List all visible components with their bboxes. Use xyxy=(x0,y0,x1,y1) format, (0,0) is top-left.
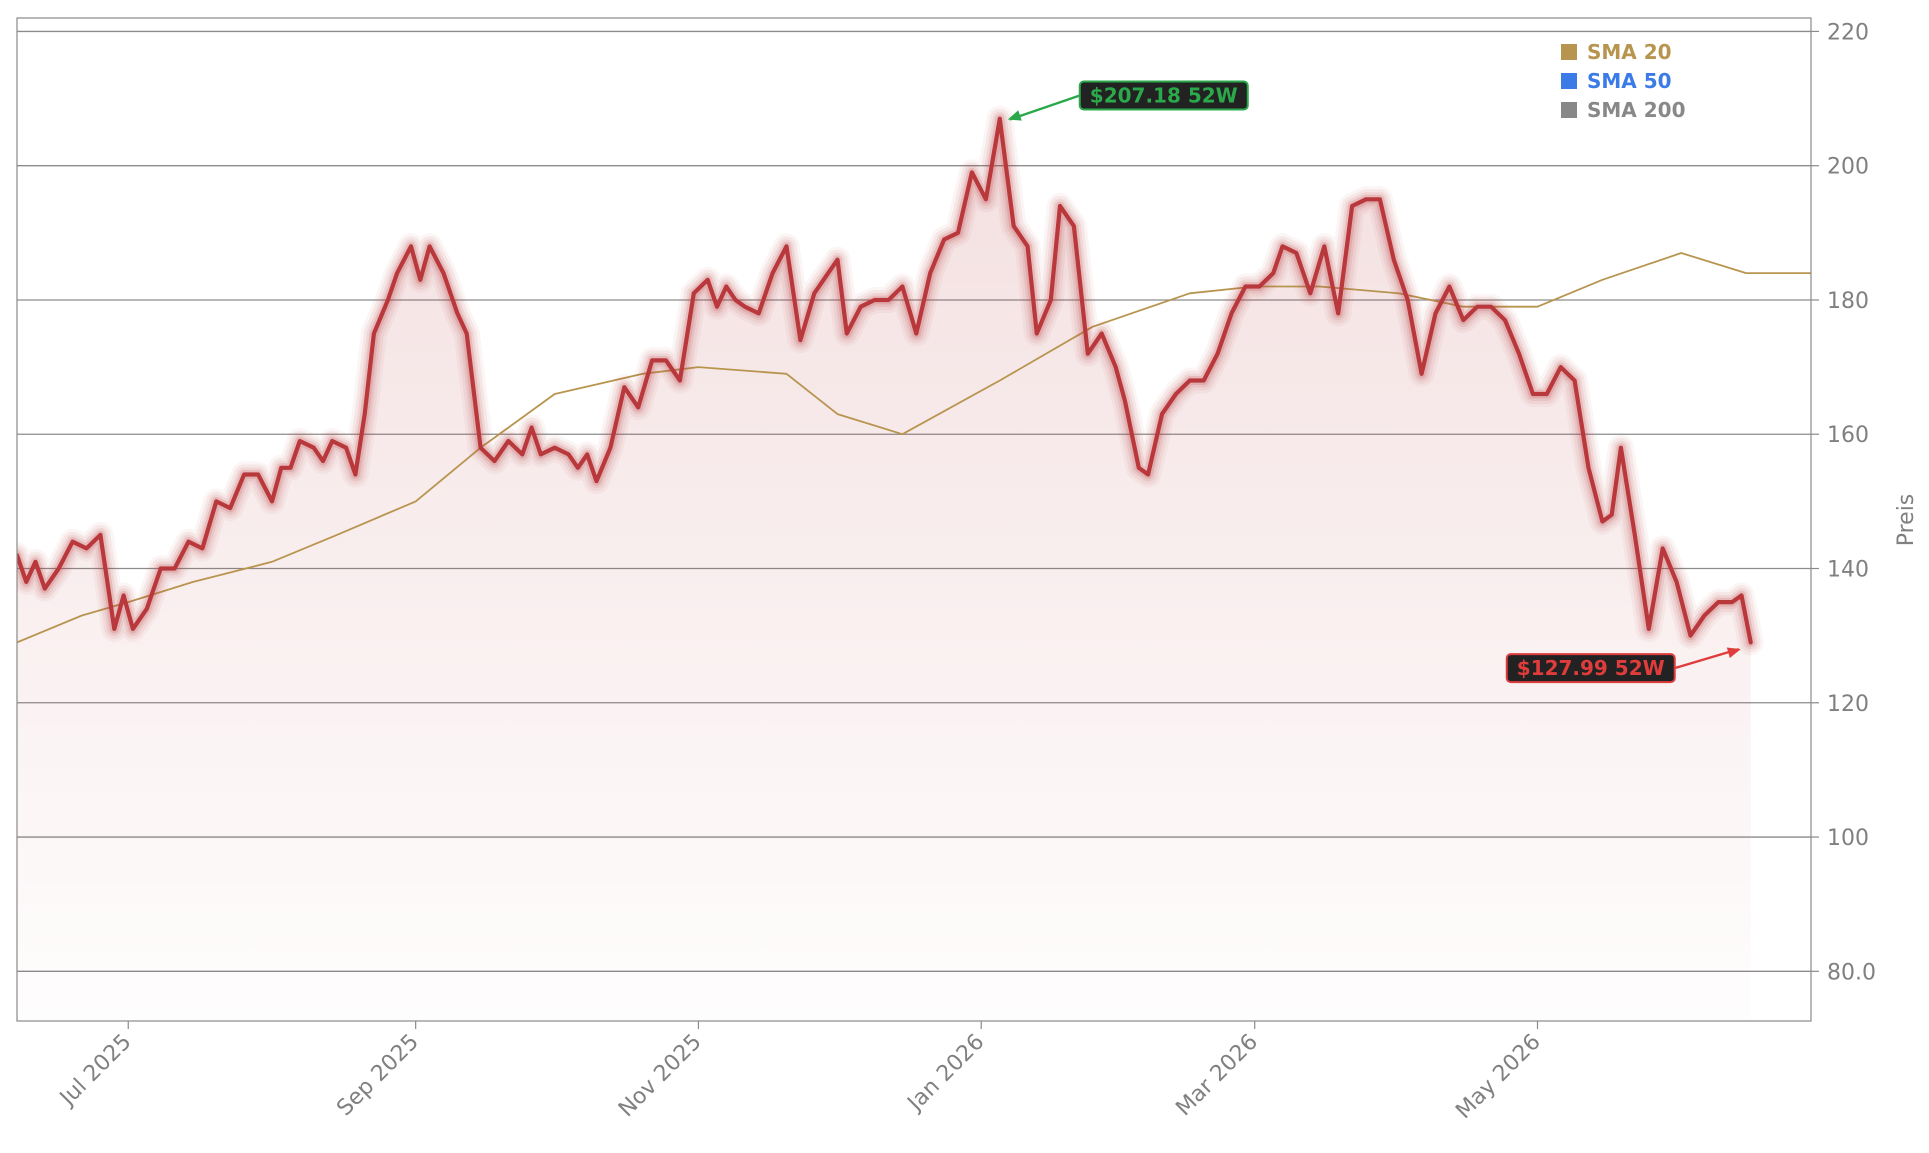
legend-swatch xyxy=(1561,73,1577,89)
price-area xyxy=(17,118,1751,1021)
moving-averages xyxy=(17,252,1811,644)
annotation-arrowhead xyxy=(1726,647,1741,658)
annotation-arrow xyxy=(1674,647,1740,670)
legend-swatch xyxy=(1561,102,1577,118)
plot-frame xyxy=(16,17,1812,1022)
y-axis: 80.0 100 120 140 160 180 200 220 xyxy=(1811,20,1876,985)
x-tick-label: Sep 2025 xyxy=(332,1030,424,1122)
annotation-box xyxy=(1078,80,1249,111)
min-52w-label: $127.99 52W xyxy=(1517,656,1665,680)
legend: SMA 20 SMA 50 SMA 200 xyxy=(1561,40,1686,122)
y-axis-title: Preis xyxy=(1894,494,1919,547)
x-tick-label: Jul 2025 xyxy=(54,1030,136,1112)
price-line xyxy=(17,116,1753,645)
annotation-arrow xyxy=(1009,94,1081,121)
x-tick-label: Nov 2025 xyxy=(614,1030,707,1123)
legend-label: SMA 20 xyxy=(1587,40,1672,64)
y-tick-label: 120 xyxy=(1827,692,1869,717)
y-tick-label: 220 xyxy=(1827,20,1869,45)
price-line xyxy=(17,105,1764,656)
legend-label: SMA 200 xyxy=(1587,98,1686,122)
price-area-fill xyxy=(17,118,1751,1021)
x-tick-label: May 2026 xyxy=(1451,1030,1545,1124)
y-tick-label: 80.0 xyxy=(1827,960,1876,985)
y-tick-label: 100 xyxy=(1827,826,1869,851)
y-tick-label: 160 xyxy=(1827,423,1869,448)
annotations: $207.18 52W $127.99 52W xyxy=(1007,80,1741,684)
annotation-arrowhead xyxy=(1007,110,1022,121)
y-tick-label: 140 xyxy=(1827,558,1869,583)
y-tick-label: 180 xyxy=(1827,289,1869,314)
x-tick-label: Jan 2026 xyxy=(902,1030,990,1118)
legend-swatch xyxy=(1561,44,1577,60)
y-tick-label: 200 xyxy=(1827,155,1869,180)
x-axis: Jul 2025 Sep 2025 Nov 2025 Jan 2026 Mar 2026… xyxy=(54,1021,1546,1124)
max-52w-label: $207.18 52W xyxy=(1090,83,1238,107)
annotation-box xyxy=(1505,653,1676,684)
x-tick-label: Mar 2026 xyxy=(1171,1030,1263,1122)
sma-20-line xyxy=(17,252,1811,644)
legend-label: SMA 50 xyxy=(1587,69,1672,93)
